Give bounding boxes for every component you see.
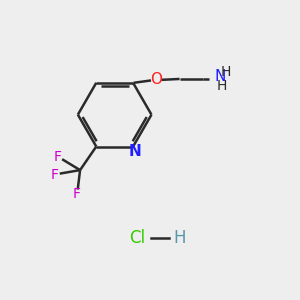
Text: H: H (221, 65, 231, 80)
Text: F: F (51, 167, 59, 182)
Text: H: H (216, 79, 226, 93)
Text: H: H (174, 229, 186, 247)
Text: N: N (129, 144, 142, 159)
Text: N: N (214, 69, 226, 84)
Text: Cl: Cl (130, 229, 146, 247)
Text: O: O (150, 72, 162, 87)
Text: F: F (73, 187, 81, 201)
Text: F: F (54, 150, 62, 164)
